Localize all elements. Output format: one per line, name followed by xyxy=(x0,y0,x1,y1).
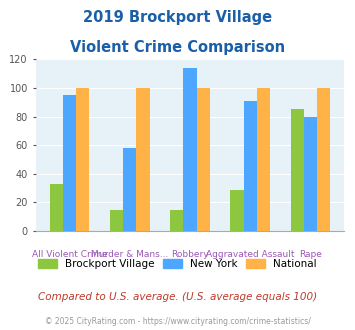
Text: Robbery: Robbery xyxy=(171,250,209,259)
Bar xyxy=(257,88,270,231)
Bar xyxy=(197,88,210,231)
Bar xyxy=(304,116,317,231)
Bar xyxy=(76,88,89,231)
Bar xyxy=(170,210,183,231)
Bar xyxy=(136,88,149,231)
Legend: Brockport Village, New York, National: Brockport Village, New York, National xyxy=(34,254,321,273)
Text: Aggravated Assault: Aggravated Assault xyxy=(206,250,294,259)
Text: Violent Crime Comparison: Violent Crime Comparison xyxy=(70,40,285,54)
Text: © 2025 CityRating.com - https://www.cityrating.com/crime-statistics/: © 2025 CityRating.com - https://www.city… xyxy=(45,317,310,326)
Text: All Violent Crime: All Violent Crime xyxy=(32,250,107,259)
Bar xyxy=(290,110,304,231)
Bar xyxy=(123,148,136,231)
Text: Murder & Mans...: Murder & Mans... xyxy=(91,250,168,259)
Bar xyxy=(50,184,63,231)
Bar xyxy=(183,68,197,231)
Bar xyxy=(317,88,330,231)
Bar xyxy=(63,95,76,231)
Bar xyxy=(244,101,257,231)
Bar xyxy=(230,189,244,231)
Text: Rape: Rape xyxy=(299,250,322,259)
Bar xyxy=(110,210,123,231)
Text: Compared to U.S. average. (U.S. average equals 100): Compared to U.S. average. (U.S. average … xyxy=(38,292,317,302)
Text: 2019 Brockport Village: 2019 Brockport Village xyxy=(83,10,272,25)
